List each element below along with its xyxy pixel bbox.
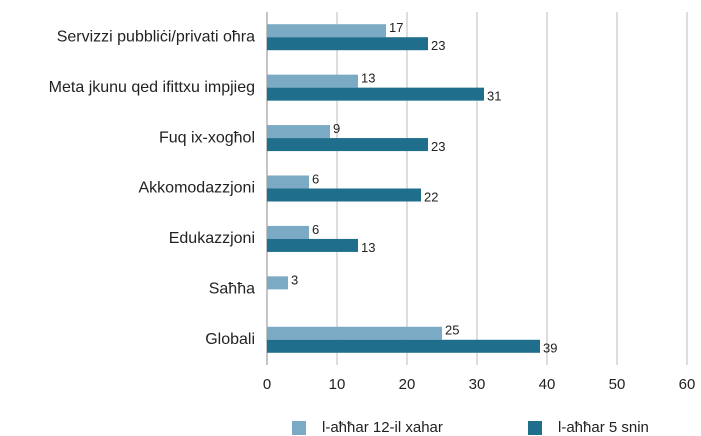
category-label: Globali <box>205 331 255 348</box>
bar <box>267 175 309 189</box>
category-label: Servizzi pubbliċi/privati oħra <box>57 28 255 45</box>
bar <box>267 188 421 202</box>
value-label: 39 <box>543 341 557 356</box>
x-tick-label: 10 <box>329 376 346 393</box>
x-tick-label: 60 <box>679 376 696 393</box>
x-tick-label: 50 <box>609 376 626 393</box>
value-label: 25 <box>445 323 459 338</box>
value-label: 31 <box>487 89 501 104</box>
value-label: 17 <box>389 20 403 35</box>
bar <box>267 225 309 239</box>
bar <box>267 37 428 51</box>
category-label: Meta jkunu qed ifittxu impjieg <box>49 79 255 96</box>
value-label: 3 <box>291 272 298 287</box>
bar <box>267 138 428 152</box>
category-label: Saħħa <box>209 281 255 298</box>
bar <box>267 24 386 38</box>
value-label: 6 <box>312 171 319 186</box>
x-tick-label: 0 <box>263 376 271 393</box>
value-label: 13 <box>361 240 375 255</box>
bar <box>267 339 540 353</box>
category-label: Akkomodazzjoni <box>139 180 256 197</box>
value-label: 6 <box>312 222 319 237</box>
value-label: 13 <box>361 71 375 86</box>
value-label: 23 <box>431 38 445 53</box>
bar <box>267 276 288 290</box>
bar <box>267 326 442 340</box>
x-tick-label: 30 <box>469 376 486 393</box>
bar <box>267 125 330 139</box>
legend-label: l-aħħar 12-il xahar <box>322 419 443 436</box>
legend-swatch <box>528 421 542 435</box>
legend-swatch <box>292 421 306 435</box>
bar <box>267 238 358 252</box>
x-tick-label: 20 <box>399 376 416 393</box>
value-label: 9 <box>333 121 340 136</box>
category-label: Fuq ix-xogħol <box>159 129 255 146</box>
legend-label: l-aħħar 5 snin <box>558 419 649 436</box>
x-tick-label: 40 <box>539 376 556 393</box>
value-label: 22 <box>424 189 438 204</box>
category-label: Edukazzjoni <box>169 230 255 247</box>
bar <box>267 74 358 88</box>
value-label: 23 <box>431 139 445 154</box>
bar <box>267 87 484 101</box>
